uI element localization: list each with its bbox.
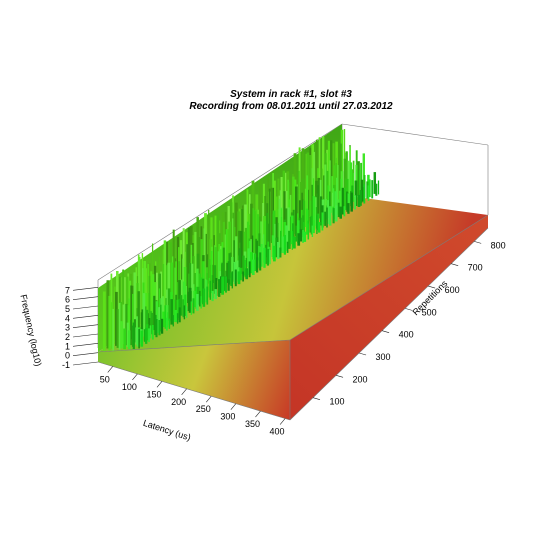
x-tick-mark-1	[132, 373, 138, 381]
x-tick-mark-5	[230, 403, 237, 410]
z-tick-mark-2	[72, 343, 99, 347]
z-tick-mark-4	[72, 324, 99, 328]
x-axis-label: Latency (us)	[142, 418, 192, 443]
y-tick-label-4: 500	[422, 307, 437, 317]
chart-subtitle: Recording from 08.01.2011 until 27.03.20…	[189, 101, 393, 112]
x-tick-label-4: 250	[196, 404, 211, 414]
x-tick-mark-2	[156, 381, 163, 388]
x-tick-mark-3	[181, 388, 187, 395]
y-tick-mark-7	[474, 241, 482, 244]
y-tick-label-5: 600	[445, 285, 460, 295]
z-tick-mark-1	[72, 352, 99, 356]
z-axis-label: Frequency (log10)	[18, 294, 43, 368]
x-tick-mark-6	[255, 410, 261, 418]
z-tick-mark-6	[72, 305, 99, 310]
box-front-edges	[97, 214, 489, 421]
x-tick-mark-4	[206, 396, 212, 403]
y-tick-label-7: 800	[491, 240, 506, 250]
z-tick-label-7: 6	[65, 295, 70, 305]
x-tick-mark-7	[279, 418, 286, 425]
y-tick-label-6: 700	[468, 263, 483, 273]
z-tick-label-1: 0	[65, 351, 70, 361]
y-tick-mark-3	[382, 330, 390, 333]
x-axis: 50 100 150 200 250 300 350 400	[100, 366, 286, 437]
x-tick-label-0: 50	[100, 374, 110, 384]
x-tick-label-3: 200	[171, 397, 186, 407]
x-tick-mark-0	[107, 366, 113, 373]
z-tick-label-3: 2	[65, 332, 70, 342]
y-tick-mark-6	[451, 263, 459, 267]
z-tick-mark-0	[72, 361, 99, 366]
surface-side-face	[290, 215, 488, 420]
y-axis: 100 200 300 400 500 600 700 800	[312, 240, 506, 407]
z-tick-label-5: 4	[65, 313, 70, 323]
x-tick-label-2: 150	[146, 389, 161, 399]
z-tick-label-2: 1	[65, 341, 70, 351]
z-tick-label-6: 5	[65, 304, 70, 314]
z-tick-label-8: 7	[65, 285, 70, 295]
chart-title: System in rack #1, slot #3	[230, 89, 352, 100]
y-tick-label-3: 400	[399, 330, 414, 340]
surface-front-face	[98, 340, 290, 420]
y-tick-mark-2	[358, 352, 367, 356]
y-tick-label-0: 100	[330, 397, 345, 407]
z-tick-label-0: -1	[62, 360, 70, 370]
z-tick-label-4: 3	[65, 323, 70, 333]
y-tick-mark-5	[428, 285, 436, 289]
y-tick-mark-4	[405, 308, 413, 311]
y-tick-label-2: 300	[376, 352, 391, 362]
surface-body	[98, 124, 488, 420]
y-tick-label-1: 200	[353, 374, 368, 384]
x-tick-label-6: 350	[245, 419, 260, 429]
x-tick-label-5: 300	[220, 412, 235, 422]
surface-top	[98, 195, 488, 352]
z-tick-mark-7	[72, 296, 99, 300]
y-tick-mark-1	[335, 375, 344, 378]
z-tick-mark-8	[72, 287, 99, 291]
z-tick-mark-5	[72, 315, 99, 319]
z-tick-mark-3	[72, 333, 99, 338]
x-tick-label-7: 400	[270, 427, 285, 437]
surface-spikes	[102, 129, 380, 351]
x-tick-label-1: 100	[122, 382, 137, 392]
y-tick-mark-0	[312, 397, 321, 400]
